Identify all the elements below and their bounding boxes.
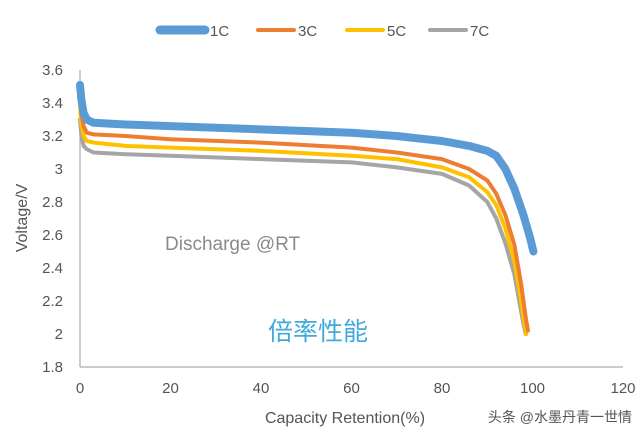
y-tick-label: 3.4 xyxy=(42,95,63,112)
series-line-7c xyxy=(78,117,528,336)
series-layer xyxy=(76,80,538,336)
y-tick-label: 3.2 xyxy=(42,128,63,145)
x-tick-label: 100 xyxy=(520,380,545,397)
y-tick-label: 3.6 xyxy=(42,62,63,79)
x-tick-label: 20 xyxy=(162,380,179,397)
y-tick-labels: 1.8 2 2.2 2.4 2.6 2.8 3 3.2 3.4 3.6 xyxy=(42,62,63,376)
y-tick-label: 2.2 xyxy=(42,293,63,310)
series-line-5c xyxy=(78,104,529,336)
y-tick-label: 3 xyxy=(55,161,63,178)
discharge-annotation: Discharge @RT xyxy=(165,234,300,255)
x-tick-label: 80 xyxy=(434,380,451,397)
watermark: 头条 @水墨丹青一世情 xyxy=(488,409,632,425)
y-tick-label: 2 xyxy=(55,326,63,343)
x-tick-labels: 0 20 40 60 80 100 120 xyxy=(76,380,636,397)
series-line-1c xyxy=(76,80,538,256)
y-tick-label: 2.8 xyxy=(42,194,63,211)
y-tick-label: 1.8 xyxy=(42,359,63,376)
y-tick-label: 2.6 xyxy=(42,227,63,244)
legend-label-5c: 5C xyxy=(387,23,406,40)
legend-label-7c: 7C xyxy=(470,23,489,40)
y-axis-title: Voltage/V xyxy=(14,183,31,252)
x-axis-title: Capacity Retention(%) xyxy=(265,410,425,427)
x-tick-label: 120 xyxy=(610,380,635,397)
legend-label-3c: 3C xyxy=(298,23,317,40)
y-tick-label: 2.4 xyxy=(42,260,63,277)
series-line-3c xyxy=(78,94,530,333)
rate-performance-annotation: 倍率性能 xyxy=(268,318,368,346)
x-tick-label: 60 xyxy=(343,380,360,397)
x-tick-label: 0 xyxy=(76,380,84,397)
legend: 1C 3C 5C 7C xyxy=(155,23,489,40)
x-tick-label: 40 xyxy=(253,380,270,397)
legend-label-1c: 1C xyxy=(210,23,229,40)
